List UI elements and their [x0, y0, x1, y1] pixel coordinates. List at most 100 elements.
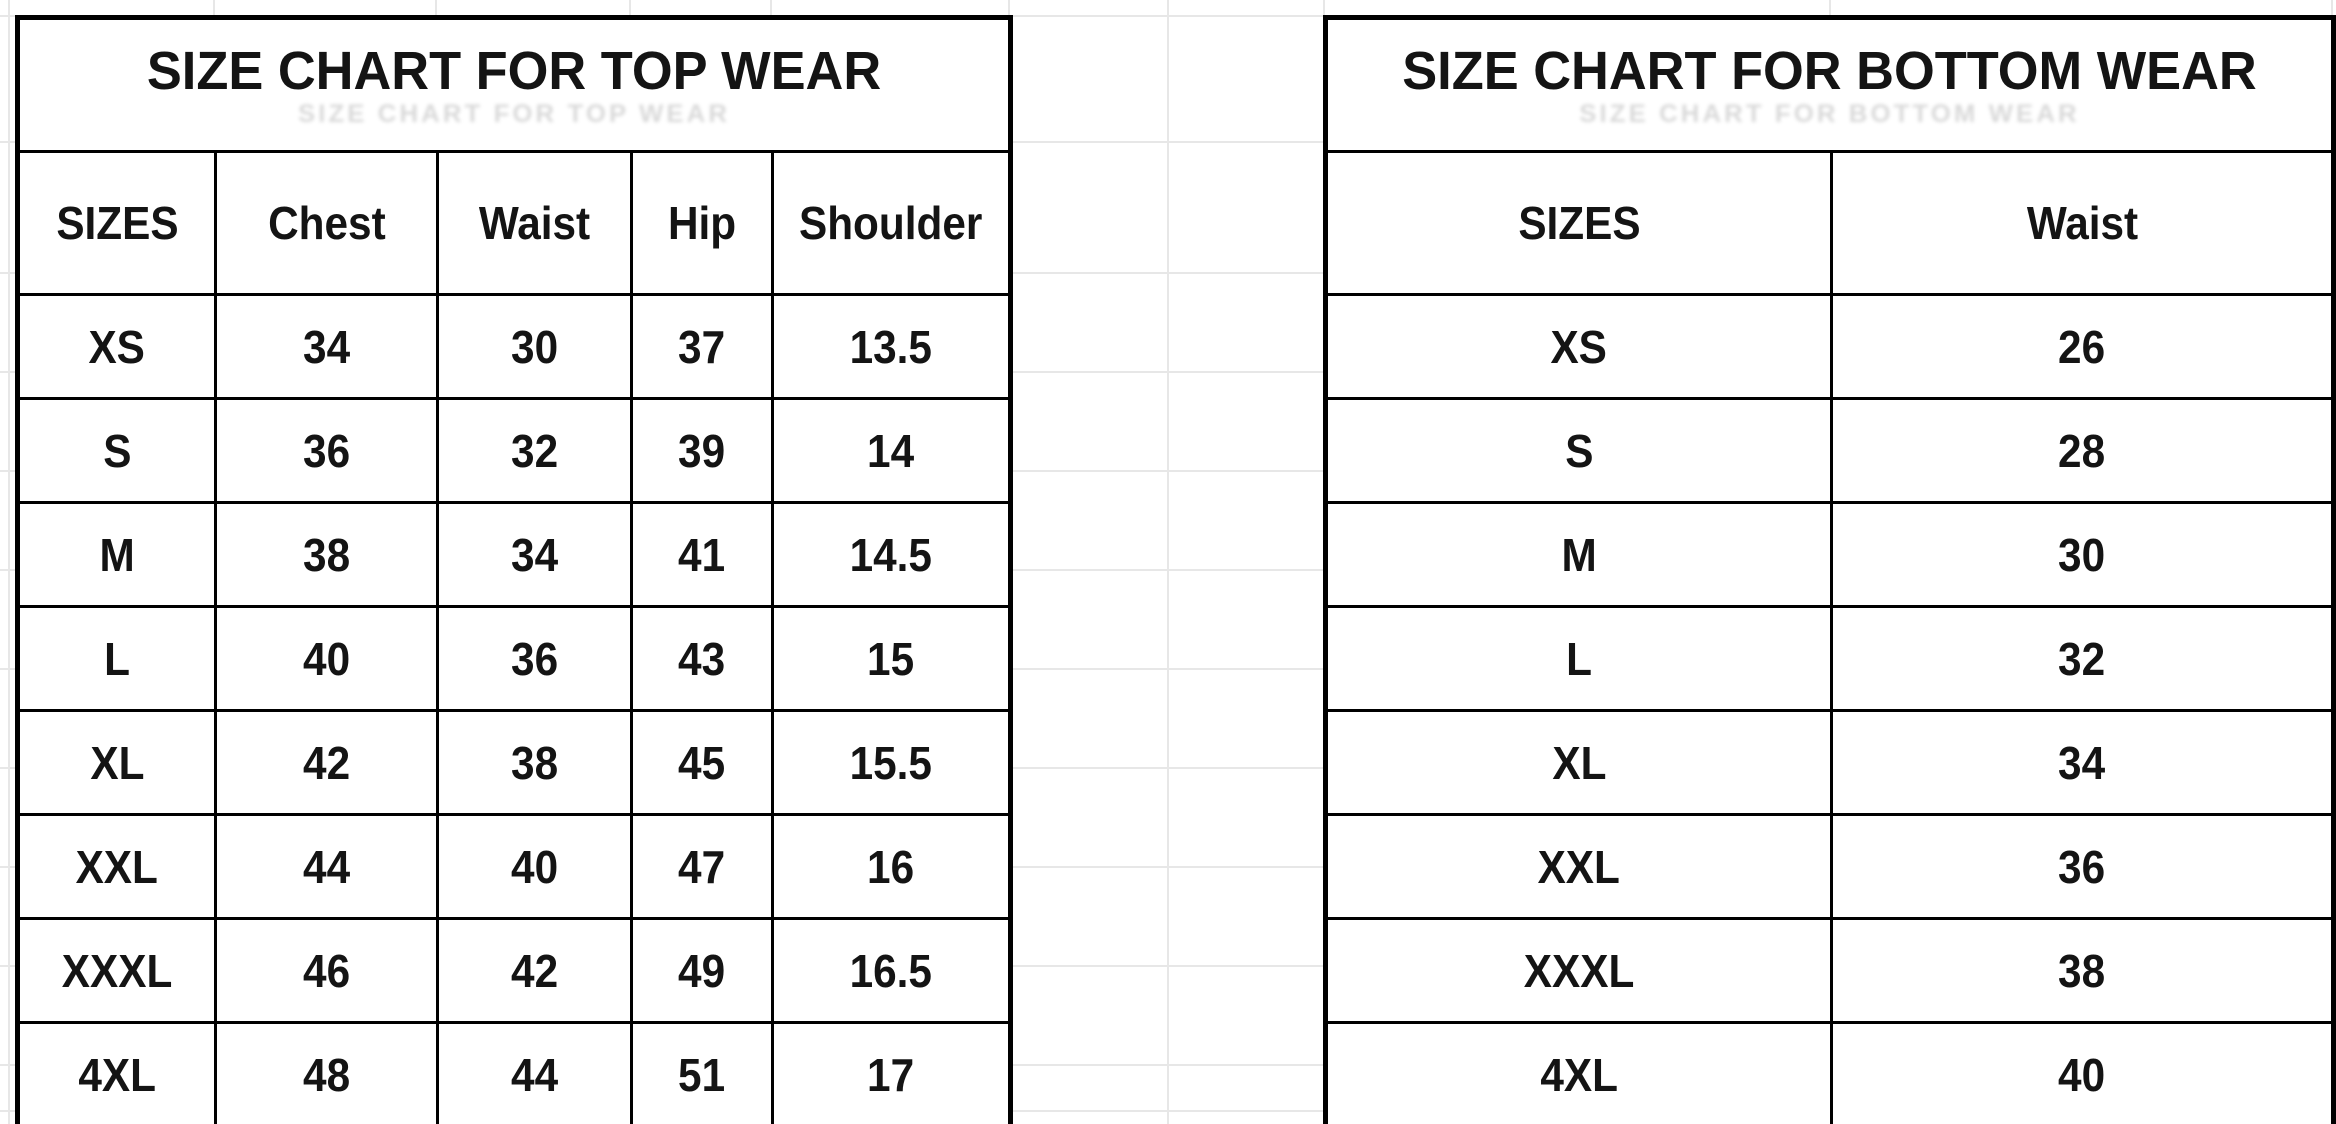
- measurement-cell: 28: [1830, 397, 2335, 504]
- measurement-cell: 44: [436, 1021, 633, 1124]
- gridline: [0, 15, 2336, 17]
- top-wear-size-table: SIZE CHART FOR TOP WEAR SIZE CHART FOR T…: [15, 15, 1013, 1124]
- table-row-xxl: XXL 36: [1324, 813, 2335, 920]
- table-row-m: M 38 34 41 14.5: [16, 501, 1012, 608]
- table-row-xxl: XXL 44 40 47 16: [16, 813, 1012, 920]
- cell-value: 16: [867, 840, 915, 893]
- cell-value: 47: [678, 840, 726, 893]
- gridline: [1167, 0, 1169, 1124]
- gridline: [0, 272, 2336, 274]
- measurement-cell: 43: [630, 605, 774, 712]
- table-title: SIZE CHART FOR BOTTOM WEAR: [1402, 41, 2257, 102]
- size-label-cell: XS: [1324, 293, 1833, 400]
- top-wear-title-row: SIZE CHART FOR TOP WEAR SIZE CHART FOR T…: [16, 16, 1012, 153]
- size-label-cell: M: [1324, 501, 1833, 608]
- column-header-waist: Waist: [1830, 150, 2335, 296]
- header-label: Waist: [478, 197, 591, 249]
- gridline: [0, 141, 2336, 143]
- size-label-cell: L: [16, 605, 217, 712]
- cell-value: 38: [2058, 944, 2106, 997]
- cell-value: 36: [302, 424, 351, 477]
- measurement-cell: 14: [771, 397, 1012, 504]
- measurement-cell: 30: [436, 293, 633, 400]
- bottom-wear-header-row: SIZES Waist: [1324, 150, 2335, 296]
- cell-value: 17: [867, 1048, 915, 1101]
- table-row-l: L 40 36 43 15: [16, 605, 1012, 712]
- table-row-l: L 32: [1324, 605, 2335, 712]
- measurement-cell: 41: [630, 501, 774, 608]
- size-label-cell: XXL: [16, 813, 217, 920]
- cell-value: 38: [510, 736, 559, 789]
- gridline: [0, 1064, 2336, 1066]
- size-label-cell: S: [1324, 397, 1833, 504]
- cell-value: 41: [678, 528, 726, 581]
- cell-value: 46: [302, 944, 351, 997]
- cell-value: L: [1566, 632, 1592, 685]
- cell-value: XS: [1550, 320, 1608, 373]
- cell-value: 40: [2058, 1048, 2106, 1101]
- header-label: SIZES: [55, 197, 179, 249]
- table-row-xs: XS 26: [1324, 293, 2335, 400]
- column-header-shoulder: Shoulder: [771, 150, 1012, 296]
- gridline: [8, 0, 10, 1124]
- gridline: [0, 965, 2336, 967]
- cell-value: M: [99, 528, 135, 581]
- cell-value: 14.5: [849, 528, 933, 581]
- cell-value: M: [1561, 528, 1597, 581]
- cell-value: 28: [2058, 424, 2106, 477]
- header-label: Waist: [2026, 197, 2138, 249]
- size-label-cell: L: [1324, 605, 1833, 712]
- title-ghost-text: SIZE CHART FOR BOTTOM WEAR: [1579, 99, 2080, 128]
- measurement-cell: 16.5: [771, 917, 1012, 1024]
- column-header-chest: Chest: [214, 150, 439, 296]
- header-label: Shoulder: [799, 197, 983, 249]
- gridline: [0, 569, 2336, 571]
- table-row-s: S 28: [1324, 397, 2335, 504]
- column-header-waist: Waist: [436, 150, 633, 296]
- measurement-cell: 34: [214, 293, 439, 400]
- table-row-s: S 36 32 39 14: [16, 397, 1012, 504]
- measurement-cell: 26: [1830, 293, 2335, 400]
- size-label-cell: XXL: [1324, 813, 1833, 920]
- cell-value: S: [102, 424, 132, 477]
- table-title: SIZE CHART FOR TOP WEAR: [146, 41, 882, 102]
- cell-value: 43: [678, 632, 726, 685]
- table-row-xl: XL 34: [1324, 709, 2335, 816]
- cell-value: 40: [302, 632, 351, 685]
- measurement-cell: 39: [630, 397, 774, 504]
- top-wear-header-row: SIZES Chest Waist Hip Shoulder: [16, 150, 1012, 296]
- cell-value: 37: [678, 320, 726, 373]
- measurement-cell: 37: [630, 293, 774, 400]
- cell-value: 42: [302, 736, 351, 789]
- table-row-m: M 30: [1324, 501, 2335, 608]
- size-label-cell: XL: [16, 709, 217, 816]
- gridline: [0, 371, 2336, 373]
- measurement-cell: 17: [771, 1021, 1012, 1124]
- cell-value: 44: [510, 1048, 559, 1101]
- measurement-cell: 40: [1830, 1021, 2335, 1124]
- cell-value: 36: [510, 632, 559, 685]
- measurement-cell: 32: [1830, 605, 2335, 712]
- cell-value: XXXL: [61, 944, 173, 997]
- measurement-cell: 46: [214, 917, 439, 1024]
- measurement-cell: 40: [436, 813, 633, 920]
- cell-value: XS: [88, 320, 146, 373]
- measurement-cell: 36: [214, 397, 439, 504]
- gridline: [0, 767, 2336, 769]
- gridline: [0, 668, 2336, 670]
- size-label-cell: XXXL: [1324, 917, 1833, 1024]
- measurement-cell: 38: [436, 709, 633, 816]
- column-header-sizes: SIZES: [16, 150, 217, 296]
- cell-value: 30: [510, 320, 559, 373]
- cell-value: 15.5: [849, 736, 933, 789]
- measurement-cell: 32: [436, 397, 633, 504]
- bottom-wear-size-table: SIZE CHART FOR BOTTOM WEAR SIZE CHART FO…: [1323, 15, 2336, 1124]
- measurement-cell: 30: [1830, 501, 2335, 608]
- column-header-hip: Hip: [630, 150, 774, 296]
- size-label-cell: XL: [1324, 709, 1833, 816]
- measurement-cell: 47: [630, 813, 774, 920]
- cell-value: 32: [2058, 632, 2106, 685]
- cell-value: 13.5: [849, 320, 933, 373]
- cell-value: 51: [678, 1048, 726, 1101]
